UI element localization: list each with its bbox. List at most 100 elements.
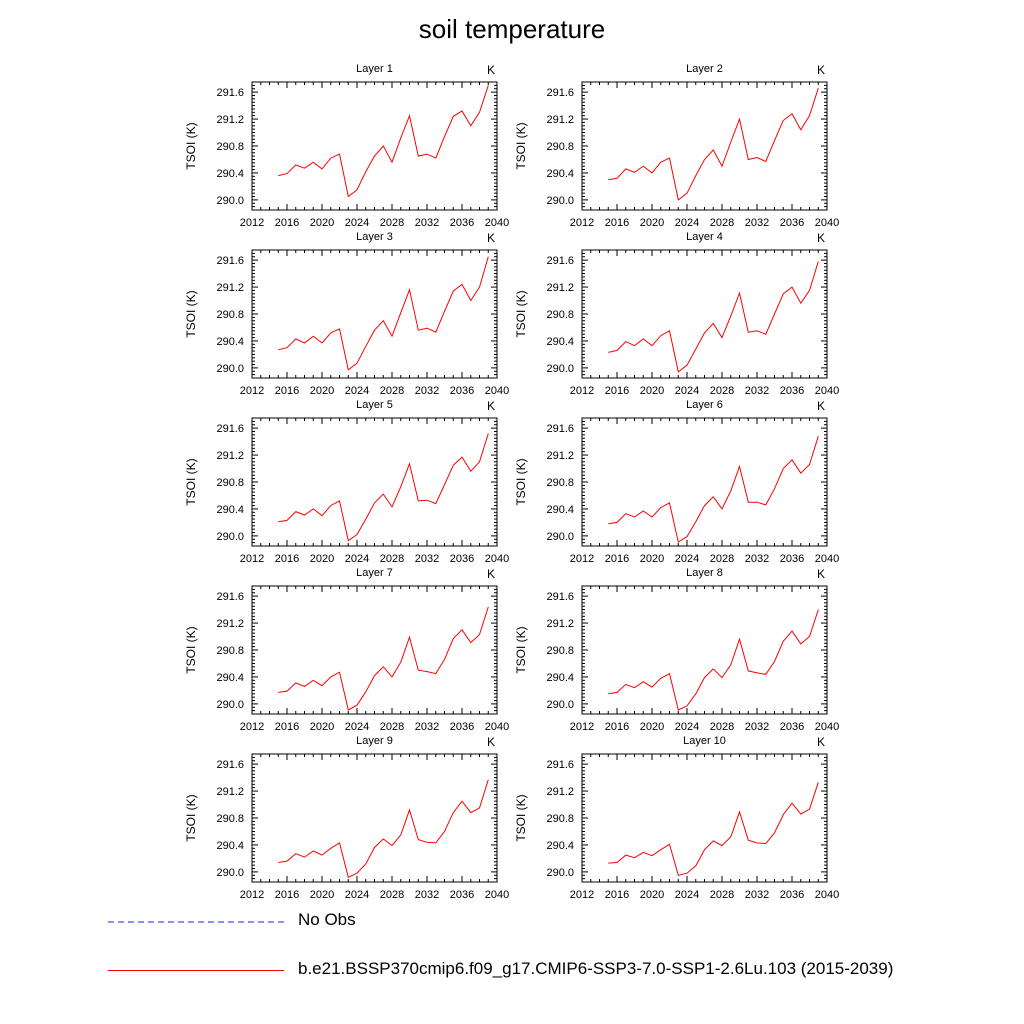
x-tick-label: 2016 — [275, 721, 299, 733]
x-tick-label: 2020 — [640, 721, 664, 733]
y-tick-label: 290.4 — [546, 672, 574, 684]
y-tick-label: 290.8 — [216, 309, 244, 321]
y-tick-label: 291.6 — [546, 591, 574, 603]
panel-grid: Layer 1 K TSOI (K) 2012 2016 2020 2024 2028 2032… — [184, 63, 839, 900]
y-tick-label: 290.0 — [216, 363, 244, 375]
x-tick-label: 2028 — [710, 217, 734, 229]
y-tick-label: 291.6 — [216, 255, 244, 267]
x-tick-label: 2012 — [570, 889, 594, 900]
legend-item-model-run: b.e21.BSSP370cmip6.f09_g17.CMIP6-SSP3-7.… — [0, 959, 1024, 1000]
x-tick-label: 2036 — [450, 217, 474, 229]
y-axis-label: TSOI (K) — [184, 290, 198, 337]
y-tick-label: 290.4 — [216, 168, 244, 180]
y-axis-label: TSOI (K) — [184, 626, 198, 673]
x-tick-label: 2028 — [380, 217, 404, 229]
y-tick-label: 291.2 — [546, 450, 574, 462]
y-tick-label: 290.4 — [546, 504, 574, 516]
x-tick-label: 2024 — [345, 553, 369, 565]
x-tick-label: 2032 — [745, 553, 769, 565]
x-tick-label: 2020 — [310, 217, 334, 229]
y-tick-label: 291.6 — [216, 423, 244, 435]
plot-frame — [251, 753, 498, 883]
panel-title: Layer 9 — [356, 735, 393, 747]
x-tick-label: 2036 — [450, 889, 474, 900]
x-tick-label: 2032 — [745, 217, 769, 229]
y-tick-label: 290.4 — [546, 336, 574, 348]
x-tick-label: 2040 — [815, 553, 839, 565]
panel-3: Layer 3 K TSOI (K) 2012 2016 2020 2024 2028 2032… — [184, 231, 509, 397]
panel-9: Layer 9 K TSOI (K) 2012 2016 2020 2024 2028 2032… — [184, 735, 509, 900]
x-tick-label: 2032 — [415, 217, 439, 229]
x-tick-label: 2012 — [570, 385, 594, 397]
units-label: K — [487, 567, 495, 581]
x-tick-label: 2040 — [485, 217, 509, 229]
x-tick-label: 2032 — [415, 889, 439, 900]
x-tick-label: 2012 — [240, 889, 264, 900]
panel-title: Layer 4 — [686, 231, 723, 243]
x-tick-label: 2032 — [745, 889, 769, 900]
panel-5: Layer 5 K TSOI (K) 2012 2016 2020 2024 2028 2032… — [184, 399, 509, 565]
series-line — [608, 436, 819, 543]
series-line — [608, 261, 819, 373]
series-line — [278, 433, 489, 542]
x-tick-label: 2028 — [710, 721, 734, 733]
y-tick-label: 290.8 — [216, 645, 244, 657]
x-tick-label: 2020 — [640, 217, 664, 229]
x-tick-label: 2016 — [605, 385, 629, 397]
y-tick-label: 290.0 — [546, 867, 574, 879]
y-tick-label: 291.2 — [546, 786, 574, 798]
y-tick-label: 290.8 — [216, 477, 244, 489]
y-tick-label: 290.4 — [216, 504, 244, 516]
x-tick-label: 2036 — [780, 721, 804, 733]
panel-1: Layer 1 K TSOI (K) 2012 2016 2020 2024 2028 2032… — [184, 63, 509, 229]
y-tick-label: 291.2 — [216, 282, 244, 294]
x-tick-label: 2036 — [450, 553, 474, 565]
x-tick-label: 2012 — [240, 385, 264, 397]
x-tick-label: 2020 — [640, 889, 664, 900]
legend-swatch-dashed — [108, 921, 284, 923]
y-tick-label: 291.6 — [216, 87, 244, 99]
x-tick-label: 2024 — [675, 889, 699, 900]
units-label: K — [817, 567, 825, 581]
x-tick-label: 2016 — [605, 721, 629, 733]
legend-swatch-solid — [108, 970, 284, 971]
x-tick-label: 2012 — [240, 721, 264, 733]
y-tick-label: 290.0 — [216, 699, 244, 711]
x-tick-label: 2028 — [710, 385, 734, 397]
x-tick-label: 2032 — [415, 553, 439, 565]
x-tick-label: 2036 — [780, 553, 804, 565]
x-tick-label: 2028 — [380, 553, 404, 565]
y-tick-label: 290.0 — [216, 195, 244, 207]
panel-title: Layer 8 — [686, 567, 723, 579]
panel-7: Layer 7 K TSOI (K) 2012 2016 2020 2024 2028 2032… — [184, 567, 509, 733]
x-tick-label: 2036 — [780, 889, 804, 900]
x-tick-label: 2016 — [605, 553, 629, 565]
panel-4: Layer 4 K TSOI (K) 2012 2016 2020 2024 2028 2032… — [514, 231, 839, 397]
x-tick-label: 2040 — [485, 889, 509, 900]
series-line — [608, 782, 819, 876]
panel-title: Layer 2 — [686, 63, 723, 75]
x-tick-label: 2020 — [640, 385, 664, 397]
x-tick-label: 2024 — [345, 889, 369, 900]
x-tick-label: 2028 — [710, 889, 734, 900]
x-tick-label: 2016 — [605, 217, 629, 229]
x-tick-label: 2012 — [240, 217, 264, 229]
panel-8: Layer 8 K TSOI (K) 2012 2016 2020 2024 2028 2032… — [514, 567, 839, 733]
series-line — [278, 779, 489, 879]
x-tick-label: 2036 — [450, 721, 474, 733]
units-label: K — [817, 735, 825, 749]
y-axis-label: TSOI (K) — [184, 794, 198, 841]
panel-title: Layer 5 — [356, 399, 393, 411]
x-tick-label: 2028 — [380, 721, 404, 733]
y-tick-label: 290.0 — [546, 195, 574, 207]
y-tick-label: 291.6 — [216, 591, 244, 603]
y-tick-label: 291.2 — [216, 450, 244, 462]
x-tick-label: 2032 — [745, 721, 769, 733]
x-tick-label: 2036 — [450, 385, 474, 397]
y-tick-label: 290.0 — [216, 867, 244, 879]
x-tick-label: 2020 — [310, 721, 334, 733]
plot-frame — [251, 249, 498, 379]
y-tick-label: 291.6 — [546, 423, 574, 435]
x-tick-label: 2032 — [415, 721, 439, 733]
units-label: K — [817, 399, 825, 413]
